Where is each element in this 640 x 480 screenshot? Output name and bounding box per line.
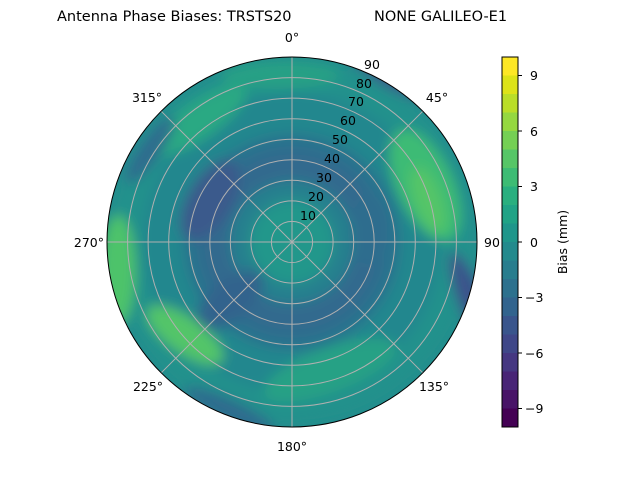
- azimuth-label-225: 225°: [133, 379, 163, 394]
- colorbar-ticks: [518, 75, 522, 409]
- azimuth-label-0: 0°: [285, 30, 299, 45]
- zenith-label-70: 70: [348, 94, 364, 109]
- azimuth-label-315: 315°: [132, 90, 162, 105]
- colorbar-tick-3: 3: [530, 179, 538, 194]
- zenith-labels: 10 20 30 40 50 60 70 80 90: [300, 57, 380, 223]
- azimuth-label-90: 90: [484, 235, 500, 250]
- angular-gridlines: [107, 57, 477, 427]
- azimuth-label-135: 135°: [419, 379, 449, 394]
- colorbar-tick-0: 0: [530, 235, 538, 250]
- azimuth-label-180: 180°: [277, 439, 307, 454]
- zenith-label-90: 90: [364, 57, 380, 72]
- zenith-label-50: 50: [332, 132, 348, 147]
- chart-title-left: Antenna Phase Biases: TRSTS20: [57, 9, 292, 25]
- zenith-label-80: 80: [356, 76, 372, 91]
- colorbar-tick-neg3: −3: [525, 290, 543, 305]
- colorbar-label: Bias (mm): [555, 210, 570, 274]
- colorbar-tick-6: 6: [530, 124, 538, 139]
- azimuth-labels: 0° 45° 90 135° 180° 225° 270° 315°: [74, 30, 500, 454]
- chart-title-right: NONE GALILEO-E1: [374, 9, 508, 25]
- colorbar-tick-9: 9: [530, 68, 538, 83]
- zenith-label-30: 30: [316, 170, 332, 185]
- zenith-label-20: 20: [308, 189, 324, 204]
- colorbar-tick-neg9: −9: [525, 401, 543, 416]
- azimuth-label-45: 45°: [426, 90, 448, 105]
- zenith-label-60: 60: [340, 113, 356, 128]
- zenith-label-40: 40: [324, 151, 340, 166]
- colorbar: 9 6 3 0 −3 −6 −9 Bias (mm): [501, 56, 570, 428]
- colorbar-tick-labels: 9 6 3 0 −3 −6 −9: [525, 68, 543, 416]
- colorbar-bands: [502, 57, 518, 427]
- polar-frame: [106, 56, 478, 428]
- azimuth-label-270: 270°: [74, 235, 104, 250]
- zenith-label-10: 10: [300, 208, 316, 223]
- colorbar-tick-neg6: −6: [525, 346, 543, 361]
